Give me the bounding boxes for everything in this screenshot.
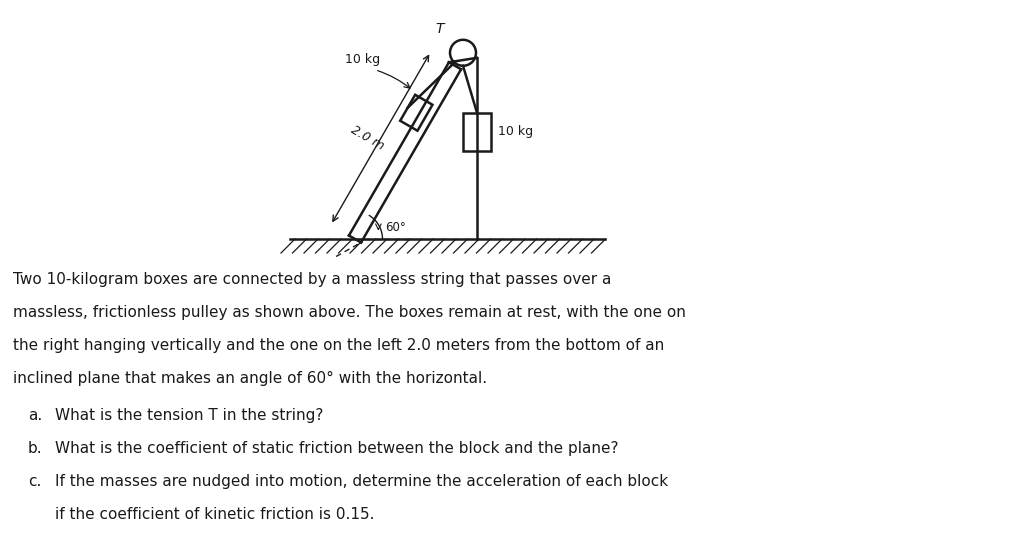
Text: What is the coefficient of static friction between the block and the plane?: What is the coefficient of static fricti… (55, 441, 618, 456)
Text: b.: b. (28, 441, 43, 456)
Circle shape (450, 40, 476, 66)
Text: T: T (435, 22, 443, 36)
Text: What is the tension T in the string?: What is the tension T in the string? (55, 408, 324, 423)
Text: the right hanging vertically and the one on the left 2.0 meters from the bottom : the right hanging vertically and the one… (13, 338, 665, 353)
Text: Two 10-kilogram boxes are connected by a massless string that passes over a: Two 10-kilogram boxes are connected by a… (13, 272, 611, 287)
Text: c.: c. (28, 474, 41, 489)
Text: 60°: 60° (385, 221, 406, 234)
Text: inclined plane that makes an angle of 60° with the horizontal.: inclined plane that makes an angle of 60… (13, 371, 487, 386)
Text: 2.0 m: 2.0 m (349, 124, 387, 153)
Text: a.: a. (28, 408, 42, 423)
Polygon shape (400, 95, 432, 131)
Text: massless, frictionless pulley as shown above. The boxes remain at rest, with the: massless, frictionless pulley as shown a… (13, 305, 686, 320)
Text: if the coefficient of kinetic friction is 0.15.: if the coefficient of kinetic friction i… (55, 507, 375, 522)
Text: 10 kg: 10 kg (345, 53, 380, 66)
Bar (463, 113, 490, 151)
Text: 10 kg: 10 kg (498, 125, 534, 138)
Text: If the masses are nudged into motion, determine the acceleration of each block: If the masses are nudged into motion, de… (55, 474, 668, 489)
